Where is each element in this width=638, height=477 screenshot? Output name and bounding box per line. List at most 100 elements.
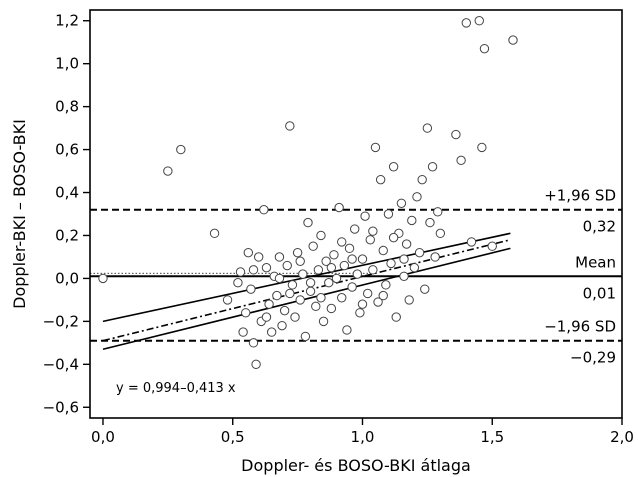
data-point: [368, 226, 378, 236]
data-point: [282, 260, 292, 271]
data-point: [375, 174, 386, 185]
data-point: [272, 290, 282, 301]
data-point: [378, 290, 388, 301]
regression-ci-upper-line: [102, 232, 511, 323]
reference-labels: +1,96 SD 0,32 Mean 0,01 −1,96 SD −0,29: [544, 187, 616, 367]
data-point: [295, 295, 305, 305]
data-point: [222, 295, 233, 305]
data-point: [285, 288, 295, 299]
data-point: [456, 155, 466, 166]
regression-ci-lower-line: [102, 247, 511, 351]
y-tick-label: 0,4: [55, 184, 79, 202]
data-point: [238, 327, 248, 337]
data-point: [300, 331, 311, 342]
data-point: [266, 327, 277, 337]
reference-line-value: −0,29: [570, 349, 616, 367]
data-point: [339, 260, 350, 271]
data-point: [209, 228, 220, 239]
data-point: [401, 239, 412, 249]
x-tick-label: 1,0: [351, 428, 375, 446]
data-point: [407, 215, 417, 226]
x-tick-label: 2,0: [610, 428, 634, 446]
data-point: [388, 232, 399, 243]
data-point: [409, 262, 420, 273]
data-point: [347, 254, 357, 264]
y-tick-label: 0,0: [55, 269, 79, 287]
data-point: [324, 278, 334, 288]
data-point: [370, 142, 381, 153]
x-axis-ticks: 0,0 0,5 1,0 1,5 2,0: [91, 418, 634, 446]
data-point: [477, 142, 487, 153]
y-tick-label: −0,2: [43, 312, 79, 330]
data-point: [461, 18, 471, 28]
data-point: [308, 241, 318, 251]
x-tick-label: 0,0: [91, 428, 115, 446]
data-point: [290, 312, 300, 322]
data-point: [246, 284, 256, 294]
data-point: [292, 247, 303, 258]
data-points: [98, 16, 518, 370]
reference-line-name: +1,96 SD: [544, 187, 616, 205]
data-point: [264, 299, 274, 309]
data-point: [316, 293, 326, 303]
data-point: [326, 262, 337, 273]
data-point: [357, 254, 368, 264]
data-point: [243, 247, 254, 258]
data-point: [427, 162, 438, 172]
x-axis-title: Doppler- és BOSO-BKI átlaga: [241, 456, 471, 475]
data-point: [417, 174, 427, 185]
data-point: [435, 228, 446, 239]
data-point: [352, 269, 362, 279]
data-point: [451, 129, 461, 140]
data-point: [251, 359, 261, 370]
y-tick-label: −0,4: [43, 355, 79, 373]
data-point: [331, 273, 342, 284]
data-point: [383, 209, 394, 219]
data-point: [381, 280, 391, 290]
data-point: [253, 252, 264, 262]
data-point: [373, 297, 383, 307]
data-point: [365, 235, 375, 245]
data-point: [334, 202, 344, 213]
data-point: [298, 269, 308, 279]
data-point: [362, 288, 373, 299]
data-point: [259, 205, 269, 215]
data-point: [295, 256, 305, 266]
data-point: [303, 217, 313, 228]
data-point: [433, 207, 443, 217]
y-axis-ticks: −0,6 −0,4 −0,2 0,0 0,2 0,4 0,6 0,8 1,0 1,2: [43, 12, 90, 416]
data-point: [378, 245, 388, 256]
data-point: [404, 295, 414, 305]
data-point: [479, 43, 490, 54]
y-tick-label: 1,2: [55, 12, 79, 30]
data-point: [248, 265, 259, 275]
data-point: [277, 320, 287, 331]
data-point: [430, 252, 440, 262]
data-point: [274, 252, 285, 262]
data-point: [412, 192, 422, 202]
y-tick-label: 1,0: [55, 55, 79, 73]
y-tick-label: 0,6: [55, 141, 79, 159]
data-point: [261, 262, 272, 273]
data-point: [391, 312, 401, 322]
x-tick-label: 0,5: [221, 428, 245, 446]
data-point: [248, 338, 259, 348]
data-point: [233, 278, 243, 288]
data-point: [329, 250, 339, 260]
data-point: [321, 256, 331, 266]
data-point: [399, 271, 409, 281]
data-point: [279, 305, 290, 316]
data-point: [388, 162, 399, 172]
data-point: [386, 258, 396, 269]
data-point: [274, 273, 285, 284]
data-point: [508, 35, 518, 45]
data-point: [176, 144, 186, 155]
y-tick-label: 0,8: [55, 98, 79, 116]
y-tick-label: 0,2: [55, 226, 79, 244]
data-point: [342, 325, 352, 335]
regression-fit-line: [102, 238, 511, 342]
data-point: [347, 282, 357, 292]
data-point: [318, 316, 329, 327]
reference-line-value: 0,32: [583, 218, 616, 236]
